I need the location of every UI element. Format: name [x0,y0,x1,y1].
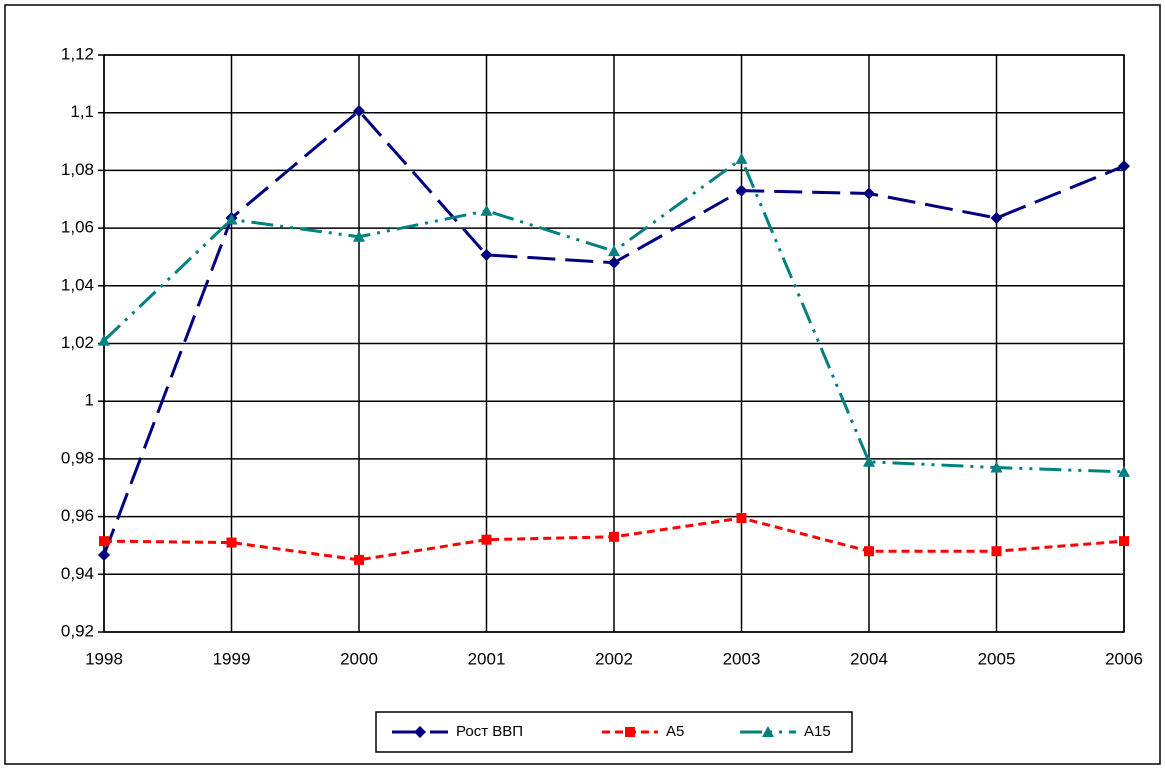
x-tick-label: 2005 [978,649,1016,668]
y-tick-label: 0,96 [61,506,94,525]
marker [354,554,364,565]
chart-border [4,4,1161,765]
marker [864,546,874,557]
y-tick-label: 0,92 [61,621,94,640]
marker [225,213,238,225]
y-tick-label: 1,04 [61,275,94,294]
marker [625,727,635,737]
x-tick-label: 2003 [723,649,761,668]
marker [736,513,747,524]
marker [1118,160,1130,173]
marker [353,230,365,242]
marker [480,204,493,216]
legend-box [375,711,853,753]
marker [609,531,619,542]
marker [990,461,1003,473]
y-tick-label: 1,1 [70,102,94,121]
marker [414,726,426,738]
marker [226,537,237,548]
marker [99,536,109,547]
legend-label: А15 [804,723,831,740]
y-tick-label: 1,06 [61,218,94,237]
marker [1119,536,1129,547]
marker [608,245,620,257]
x-tick-label: 2004 [850,649,888,668]
y-tick-label: 1,02 [61,333,94,352]
marker [991,546,1002,557]
y-tick-label: 1,12 [61,44,94,63]
marker [1118,465,1130,477]
x-tick-label: 2006 [1105,649,1143,668]
y-tick-label: 0,98 [61,448,94,467]
marker [735,152,748,164]
marker [98,334,110,346]
y-tick-label: 1 [85,391,94,410]
x-tick-label: 2000 [340,649,378,668]
marker [863,455,875,467]
x-tick-label: 1998 [85,649,123,668]
marker [480,248,493,261]
marker [735,184,748,197]
marker [98,548,110,561]
x-tick-label: 1999 [213,649,251,668]
marker [353,104,365,117]
y-tick-label: 0,94 [61,564,94,583]
marker [481,534,492,545]
x-tick-label: 2002 [595,649,633,668]
marker [762,726,774,737]
marker [863,187,875,200]
marker [608,256,620,269]
legend-label: Рост ВВП [456,723,523,740]
y-tick-label: 1,08 [61,160,94,179]
marker [990,212,1003,225]
x-tick-label: 2001 [468,649,506,668]
legend-label: А5 [666,723,684,740]
